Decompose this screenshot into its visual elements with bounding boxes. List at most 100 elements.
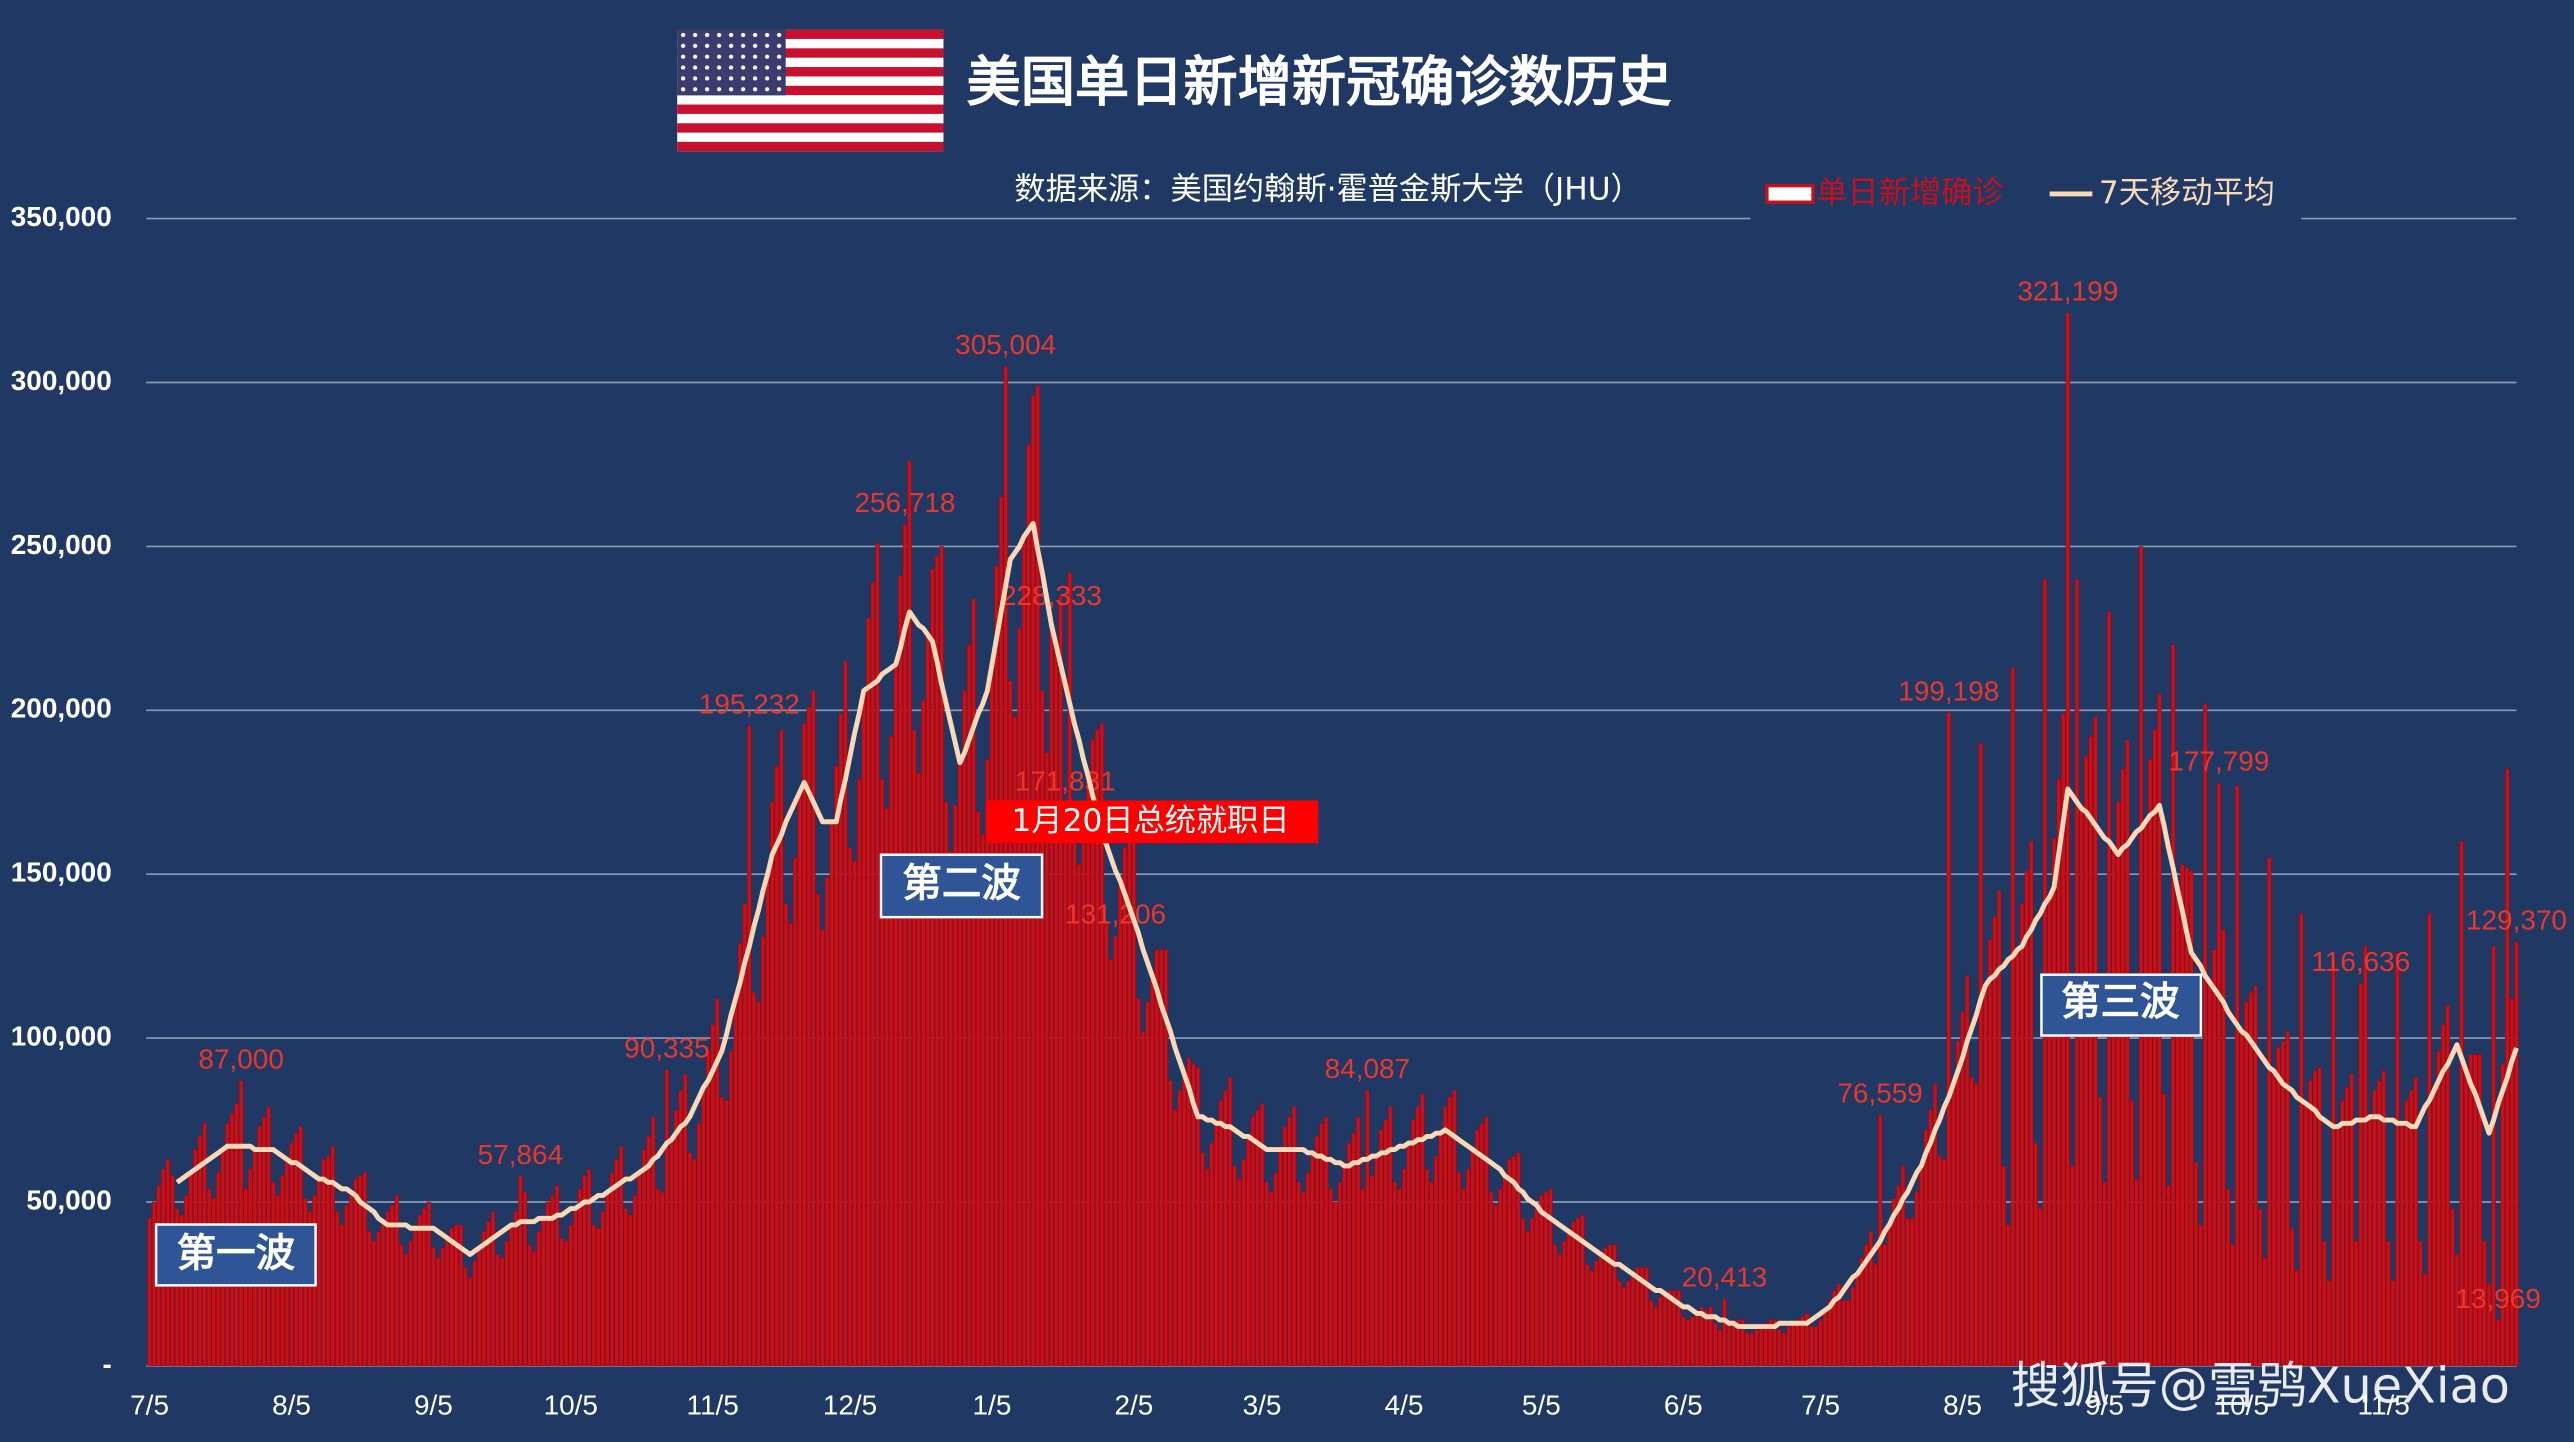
bar — [2454, 1254, 2460, 1367]
bar — [1557, 1254, 1562, 1367]
bar — [1790, 1323, 1796, 1367]
bar — [1195, 1067, 1201, 1367]
bar — [939, 546, 944, 1367]
x-tick-label: 4/5 — [1385, 1389, 1424, 1420]
bar — [1763, 1323, 1768, 1367]
y-tick-label: 300,000 — [11, 365, 112, 396]
bar — [1475, 1129, 1480, 1367]
bar — [1813, 1326, 1819, 1367]
bar — [2413, 1077, 2418, 1367]
bar — [486, 1221, 491, 1367]
bar — [705, 1050, 711, 1367]
bar — [628, 1214, 633, 1367]
bar — [1777, 1329, 1782, 1367]
bar — [179, 1214, 184, 1367]
bar — [1388, 1106, 1393, 1367]
bar — [2289, 1227, 2295, 1367]
data-label: 321,199 — [2017, 276, 2118, 307]
bar — [1653, 1306, 1658, 1367]
bar — [696, 1123, 702, 1367]
bar — [1154, 949, 1159, 1367]
bar — [838, 713, 844, 1367]
bar — [1699, 1306, 1704, 1367]
bar — [1040, 690, 1045, 1367]
bar — [1708, 1306, 1713, 1367]
bar — [1896, 1185, 1901, 1367]
annotation: 1月20日总统就职日 — [986, 800, 1319, 844]
bar — [1681, 1316, 1686, 1367]
bar — [2317, 1067, 2322, 1367]
bar — [1905, 1218, 1910, 1367]
bar — [1305, 1172, 1311, 1367]
bar — [2070, 1165, 2075, 1367]
bar — [2184, 867, 2190, 1367]
bar — [1369, 1175, 1375, 1367]
bar — [403, 1254, 409, 1367]
y-tick-label: 250,000 — [11, 529, 112, 560]
wave-box — [2040, 973, 2203, 1037]
bar — [2115, 801, 2121, 1367]
bar — [1104, 923, 1109, 1367]
bar — [1282, 1126, 1288, 1367]
data-label: 199,198 — [1898, 676, 1999, 707]
bar — [2262, 1257, 2267, 1367]
wave-box — [879, 853, 1044, 919]
bar — [1333, 1201, 1338, 1367]
bar — [1735, 1319, 1741, 1367]
bar — [673, 1109, 679, 1367]
bar — [1978, 742, 1984, 1367]
bar — [1337, 1182, 1343, 1367]
bar — [2340, 1100, 2345, 1367]
bar — [2427, 913, 2432, 1367]
bar — [1635, 1267, 1640, 1367]
bar — [2381, 1070, 2386, 1367]
bar — [1502, 1175, 1507, 1367]
bar — [824, 877, 830, 1367]
data-label: 131,206 — [1065, 898, 1166, 929]
bar — [971, 598, 976, 1367]
bar — [2372, 1090, 2377, 1367]
bar — [1200, 1152, 1205, 1367]
bar — [321, 1159, 326, 1367]
bar — [1209, 1142, 1214, 1367]
bar — [390, 1205, 395, 1367]
bar — [2436, 1050, 2441, 1367]
bar — [1996, 890, 2002, 1367]
bar — [2042, 578, 2048, 1367]
bar — [2404, 1100, 2409, 1367]
bar — [1493, 1205, 1498, 1367]
bar — [1410, 1119, 1416, 1367]
bar — [1758, 1326, 1764, 1367]
bar — [1182, 1073, 1187, 1367]
bar — [2299, 913, 2304, 1367]
chart-title: 美国单日新增新冠确诊数历史 — [966, 51, 1672, 114]
bar — [563, 1241, 569, 1367]
bar — [2074, 578, 2080, 1367]
bar — [1099, 723, 1105, 1367]
bar — [380, 1221, 386, 1367]
bar — [911, 729, 917, 1367]
bar — [344, 1205, 349, 1367]
bar — [1314, 1136, 1320, 1367]
bar — [330, 1146, 335, 1367]
x-tick-label: 2/5 — [1114, 1389, 1153, 1420]
bar — [1346, 1142, 1352, 1367]
bar — [2244, 1001, 2249, 1367]
bar — [1461, 1188, 1466, 1367]
source-note: 数据来源：美国约翰斯·霍普金斯大学（JHU） — [1014, 172, 1641, 208]
data-label: 305,004 — [955, 329, 1056, 360]
bar — [843, 660, 848, 1367]
bar — [1882, 1244, 1887, 1367]
data-label: 228,333 — [1001, 580, 1102, 611]
bar — [431, 1247, 436, 1367]
bar — [2500, 1064, 2505, 1367]
bar — [737, 942, 743, 1367]
bar — [1136, 998, 1141, 1367]
bar — [531, 1250, 537, 1367]
bar — [893, 664, 899, 1367]
bar — [1378, 1129, 1384, 1367]
bar — [509, 1224, 514, 1367]
bar — [1085, 775, 1091, 1367]
annotation-box — [986, 800, 1319, 844]
bar — [2422, 1273, 2428, 1367]
